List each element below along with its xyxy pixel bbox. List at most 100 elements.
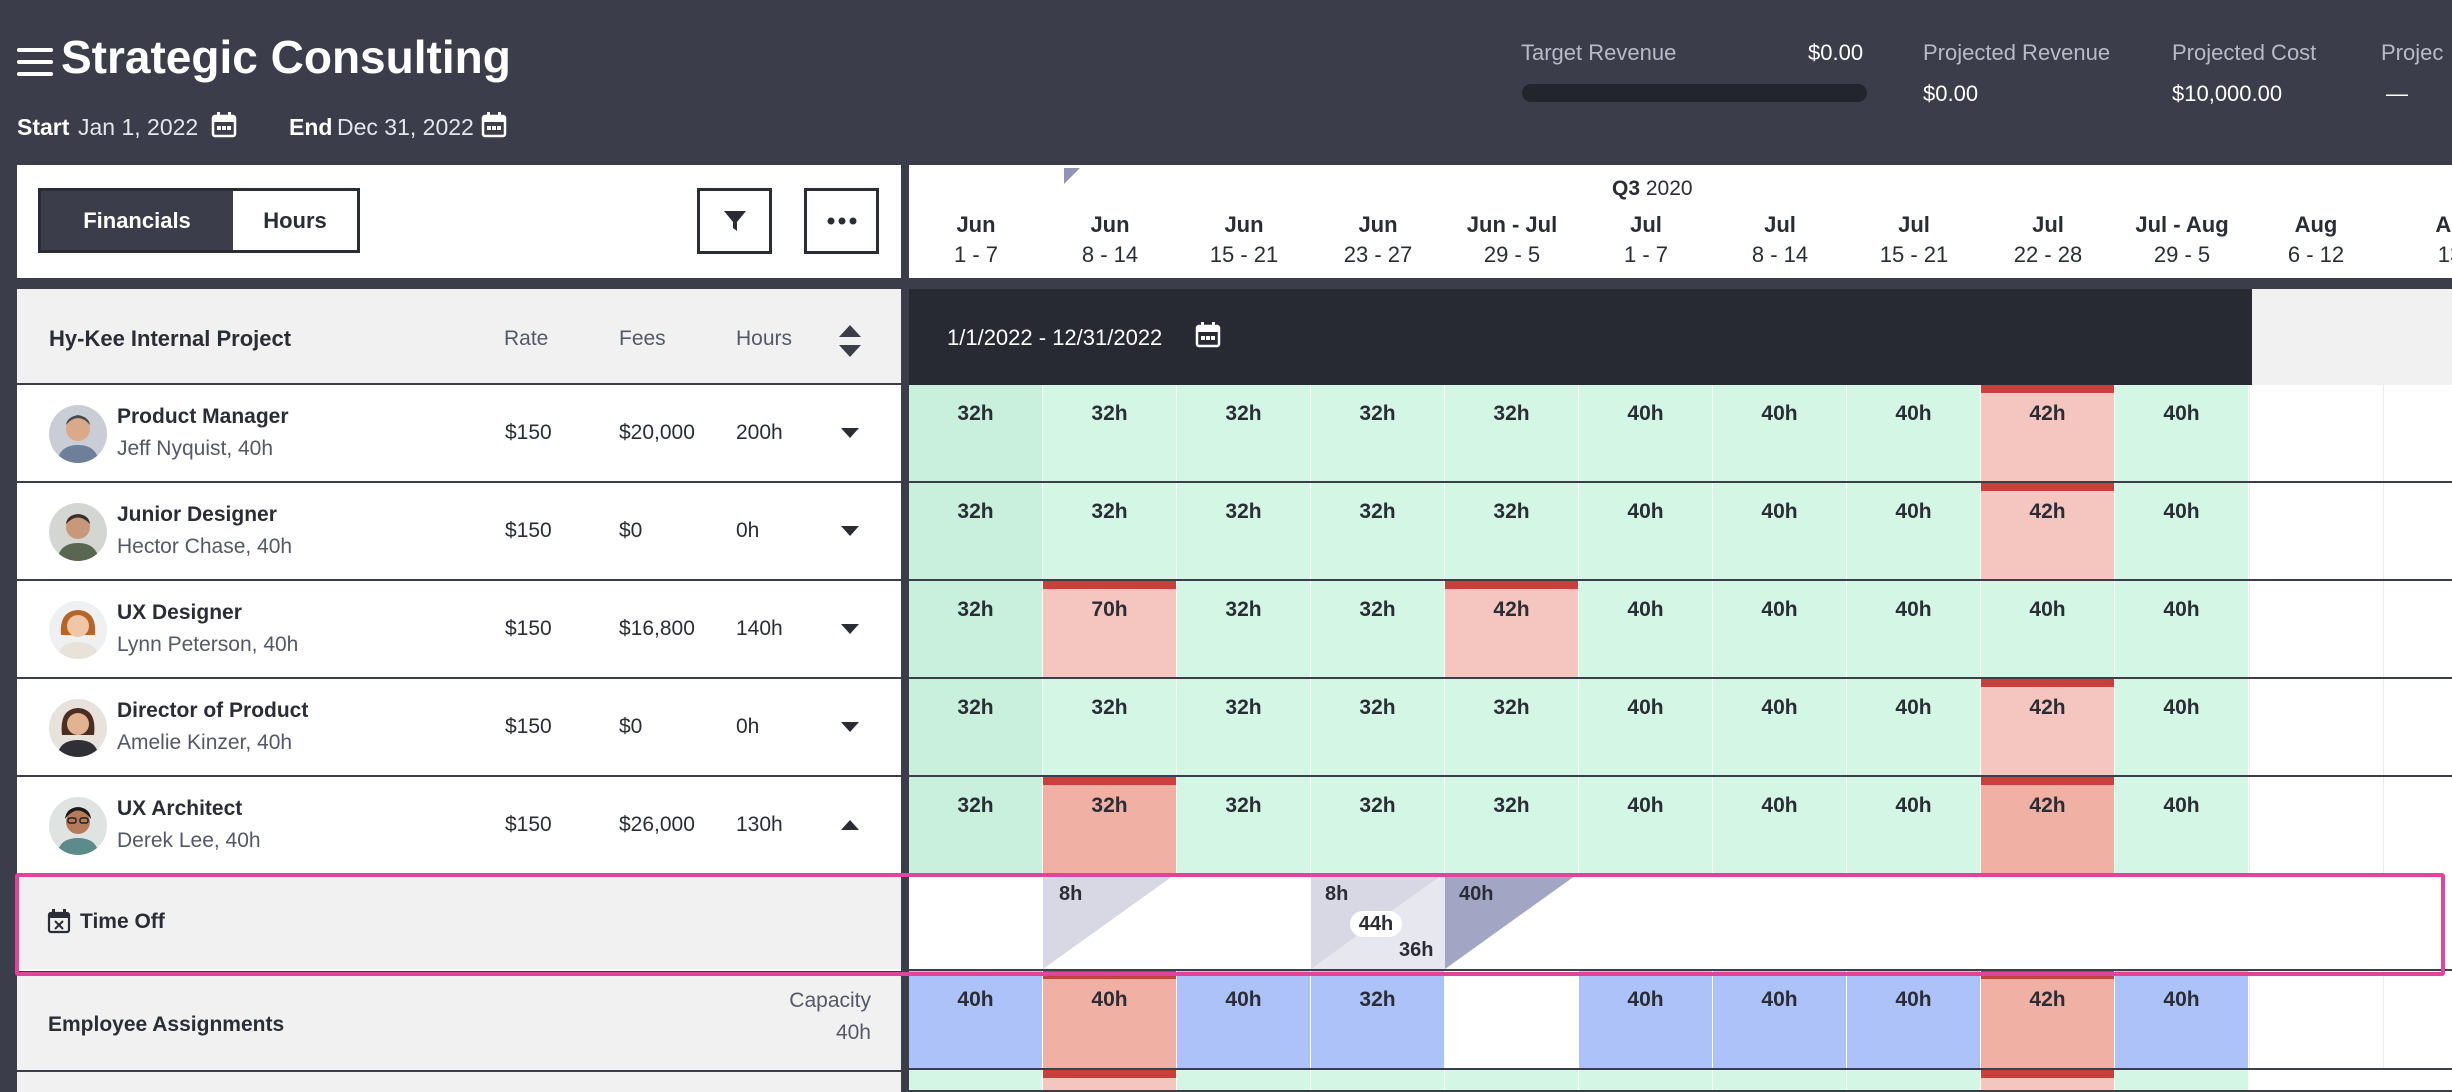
- allocation-cell[interactable]: [1177, 1070, 1311, 1090]
- allocation-cell[interactable]: 40h: [2115, 385, 2249, 481]
- tab-financials[interactable]: Financials: [41, 191, 233, 250]
- allocation-cell[interactable]: 32h: [1445, 385, 1579, 481]
- allocation-cell-empty[interactable]: [2249, 777, 2383, 873]
- chevron-up-icon[interactable]: [839, 817, 861, 833]
- allocation-cell[interactable]: 32h: [1445, 483, 1579, 579]
- assignment-cell[interactable]: 40h: [1043, 971, 1177, 1068]
- end-calendar-icon[interactable]: [481, 111, 507, 139]
- allocation-cell[interactable]: 40h: [1713, 385, 1847, 481]
- allocation-cell[interactable]: 40h: [2115, 777, 2249, 873]
- chevron-down-icon[interactable]: [839, 719, 861, 735]
- allocation-cell[interactable]: 32h: [1043, 777, 1177, 873]
- hamburger-menu-icon[interactable]: [17, 48, 53, 76]
- allocation-cell[interactable]: 40h: [1713, 679, 1847, 775]
- assignment-cell[interactable]: 32h: [1311, 971, 1445, 1068]
- allocation-cell[interactable]: 40h: [1713, 581, 1847, 677]
- filter-button[interactable]: [697, 188, 772, 254]
- sort-icon[interactable]: [837, 323, 863, 359]
- allocation-cell[interactable]: 40h: [2115, 679, 2249, 775]
- chevron-down-icon[interactable]: [839, 523, 861, 539]
- allocation-cell[interactable]: 32h: [1311, 581, 1445, 677]
- assignment-cell[interactable]: [1445, 971, 1579, 1068]
- allocation-cell[interactable]: 40h: [1713, 777, 1847, 873]
- allocation-cell[interactable]: 40h: [1713, 483, 1847, 579]
- assignment-cell[interactable]: 42h: [1981, 971, 2115, 1068]
- allocation-cell[interactable]: 32h: [1177, 483, 1311, 579]
- allocation-cell[interactable]: 32h: [1177, 581, 1311, 677]
- chevron-down-icon[interactable]: [839, 621, 861, 637]
- assignment-cell[interactable]: 40h: [2115, 971, 2249, 1068]
- allocation-cell[interactable]: 40h: [1579, 777, 1713, 873]
- allocation-cell[interactable]: 32h: [1043, 385, 1177, 481]
- allocation-cell[interactable]: 40h: [1981, 581, 2115, 677]
- tab-hours[interactable]: Hours: [233, 191, 357, 250]
- assignment-cell[interactable]: 40h: [1713, 971, 1847, 1068]
- allocation-cell[interactable]: 32h: [909, 679, 1043, 775]
- allocation-cell[interactable]: 40h: [2115, 483, 2249, 579]
- allocation-cell[interactable]: 40h: [1579, 385, 1713, 481]
- allocation-cell[interactable]: 32h: [1177, 385, 1311, 481]
- allocation-cell[interactable]: 32h: [1311, 385, 1445, 481]
- allocation-cell-empty[interactable]: [2383, 679, 2452, 775]
- allocation-cell[interactable]: 40h: [1847, 385, 1981, 481]
- project-date-range-bar[interactable]: [909, 289, 2252, 385]
- allocation-cell-empty[interactable]: [2383, 483, 2452, 579]
- assignment-cell-empty[interactable]: [2249, 971, 2383, 1068]
- member-row[interactable]: Junior Designer Hector Chase, 40h $150 $…: [17, 483, 901, 581]
- allocation-cell[interactable]: 32h: [1177, 679, 1311, 775]
- allocation-cell[interactable]: 32h: [909, 385, 1043, 481]
- allocation-cell[interactable]: 32h: [909, 777, 1043, 873]
- allocation-cell[interactable]: 42h: [1445, 581, 1579, 677]
- allocation-cell[interactable]: [1713, 1070, 1847, 1090]
- calendar-icon[interactable]: [1195, 321, 1221, 349]
- allocation-cell[interactable]: 32h: [1177, 777, 1311, 873]
- allocation-cell[interactable]: 40h: [1847, 581, 1981, 677]
- allocation-cell[interactable]: 40h: [1847, 777, 1981, 873]
- member-row[interactable]: Product Manager Jeff Nyquist, 40h $150 $…: [17, 385, 901, 483]
- more-options-button[interactable]: [804, 188, 879, 254]
- allocation-cell[interactable]: 42h: [1981, 385, 2115, 481]
- chevron-down-icon[interactable]: [839, 425, 861, 441]
- time-off-block[interactable]: [1445, 873, 1579, 969]
- allocation-cell[interactable]: 32h: [1043, 679, 1177, 775]
- start-calendar-icon[interactable]: [211, 111, 237, 139]
- allocation-cell[interactable]: 42h: [1981, 679, 2115, 775]
- allocation-cell[interactable]: [1579, 1070, 1713, 1090]
- member-row[interactable]: UX Designer Lynn Peterson, 40h $150 $16,…: [17, 581, 901, 679]
- assignment-cell[interactable]: 40h: [909, 971, 1043, 1068]
- time-off-block[interactable]: [1043, 873, 1177, 969]
- assignment-cell[interactable]: 40h: [1579, 971, 1713, 1068]
- allocation-cell[interactable]: [1981, 1070, 2115, 1090]
- end-date[interactable]: Dec 31, 2022: [337, 114, 474, 140]
- allocation-cell[interactable]: [909, 1070, 1043, 1090]
- allocation-cell[interactable]: 32h: [1445, 777, 1579, 873]
- allocation-cell[interactable]: 40h: [2115, 581, 2249, 677]
- allocation-cell-empty[interactable]: [2383, 581, 2452, 677]
- allocation-cell[interactable]: 32h: [1311, 483, 1445, 579]
- allocation-cell-empty[interactable]: [2249, 581, 2383, 677]
- allocation-cell-empty[interactable]: [2249, 679, 2383, 775]
- allocation-cell[interactable]: 32h: [1311, 679, 1445, 775]
- allocation-cell[interactable]: 32h: [909, 483, 1043, 579]
- member-row[interactable]: UX Architect Derek Lee, 40h $150 $26,000…: [17, 777, 901, 875]
- allocation-cell-empty[interactable]: [2383, 385, 2452, 481]
- allocation-cell[interactable]: 40h: [1579, 483, 1713, 579]
- allocation-cell[interactable]: 32h: [1445, 679, 1579, 775]
- allocation-cell[interactable]: 40h: [1847, 483, 1981, 579]
- allocation-cell-empty[interactable]: [2249, 483, 2383, 579]
- allocation-cell[interactable]: 42h: [1981, 483, 2115, 579]
- allocation-cell[interactable]: [1445, 1070, 1579, 1090]
- allocation-cell[interactable]: [1311, 1070, 1445, 1090]
- allocation-cell[interactable]: 70h: [1043, 581, 1177, 677]
- assignment-cell[interactable]: 40h: [1177, 971, 1311, 1068]
- allocation-cell[interactable]: [2115, 1070, 2249, 1090]
- allocation-cell[interactable]: 42h: [1981, 777, 2115, 873]
- allocation-cell[interactable]: [1043, 1070, 1177, 1090]
- allocation-cell-empty[interactable]: [2383, 777, 2452, 873]
- allocation-cell[interactable]: 40h: [1847, 679, 1981, 775]
- allocation-cell[interactable]: 32h: [1043, 483, 1177, 579]
- member-row[interactable]: Director of Product Amelie Kinzer, 40h $…: [17, 679, 901, 777]
- assignment-cell-empty[interactable]: [2383, 971, 2452, 1068]
- allocation-cell[interactable]: [1847, 1070, 1981, 1090]
- allocation-cell[interactable]: 40h: [1579, 679, 1713, 775]
